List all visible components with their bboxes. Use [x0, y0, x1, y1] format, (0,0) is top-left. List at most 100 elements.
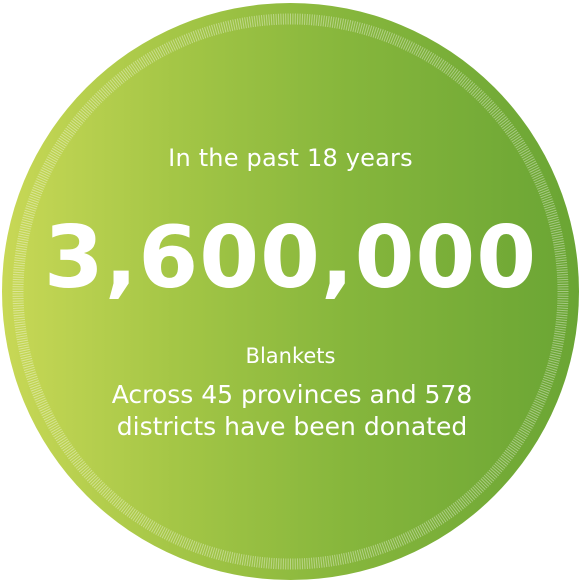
rim-tick [17, 341, 29, 346]
rim-tick [490, 468, 500, 477]
rim-tick [29, 384, 41, 390]
rim-tick [535, 180, 546, 186]
rim-tick [260, 556, 264, 569]
rim-tick [546, 212, 558, 217]
rim-tick [467, 491, 476, 501]
rim-tick [45, 158, 57, 165]
rim-tick [57, 436, 67, 444]
rim-tick [100, 486, 109, 496]
rim-tick [172, 533, 179, 544]
rim-tick [244, 17, 247, 29]
rim-tick [555, 323, 567, 326]
rim-tick [153, 49, 160, 60]
rim-tick [441, 511, 449, 521]
rim-tick [26, 375, 38, 381]
rim-tick [550, 351, 562, 355]
rim-tick [25, 373, 37, 378]
rim-tick [61, 133, 71, 141]
rim-tick [394, 537, 400, 548]
rim-tick [227, 20, 231, 32]
rim-tick [533, 175, 544, 182]
rim-tick [62, 444, 73, 452]
rim-tick [12, 307, 25, 309]
rim-tick [222, 21, 227, 33]
rim-tick [322, 15, 325, 27]
rim-tick [16, 335, 28, 338]
rim-tick [118, 72, 127, 82]
rim-tick [552, 235, 564, 239]
rim-tick [239, 18, 243, 30]
rim-tick [431, 517, 439, 528]
rim-tick [556, 311, 568, 314]
rim-tick [443, 509, 451, 520]
rim-tick [504, 449, 515, 458]
rim-tick [530, 408, 541, 414]
rim-tick [499, 457, 509, 465]
rim-tick [504, 125, 515, 134]
rim-tick [551, 346, 563, 350]
rim-tick [25, 207, 37, 212]
rim-tick [13, 264, 25, 267]
rim-tick [241, 17, 245, 29]
rim-tick [315, 14, 318, 26]
rim-tick [365, 547, 370, 559]
rim-tick [354, 21, 359, 33]
rim-tick [472, 486, 481, 496]
rim-tick [91, 478, 101, 487]
rim-tick [468, 489, 477, 499]
rim-tick [470, 86, 479, 95]
rim-tick [18, 233, 30, 237]
rim-tick [251, 16, 254, 28]
rim-tick [77, 112, 87, 121]
rim-tick [14, 323, 26, 326]
rim-tick [102, 488, 111, 497]
rim-tick [402, 39, 409, 50]
rim-tick [435, 515, 443, 525]
rim-tick [483, 99, 493, 109]
rim-tick [83, 105, 93, 114]
rim-tick [35, 397, 46, 403]
rim-tick [194, 30, 200, 41]
rim-tick [45, 418, 57, 425]
rim-tick [387, 32, 393, 44]
rim-tick [213, 548, 218, 559]
rim-tick [105, 491, 114, 501]
rim-tick [256, 556, 259, 568]
rim-tick [117, 500, 125, 510]
rim-tick [30, 191, 42, 197]
rim-tick [26, 202, 38, 208]
rim-tick [376, 543, 382, 555]
rim-tick [537, 391, 549, 397]
rim-tick [556, 269, 568, 272]
rim-tick [134, 512, 142, 523]
rim-tick [14, 259, 26, 262]
rim-tick [256, 15, 259, 27]
rim-tick [51, 428, 62, 436]
rim-tick [363, 24, 368, 35]
rim-tick [400, 534, 407, 545]
rim-tick [208, 25, 213, 37]
rim-tick [236, 18, 241, 30]
rim-tick [104, 489, 113, 499]
rim-tick [183, 537, 189, 549]
rim-tick [124, 505, 133, 516]
rim-tick [536, 395, 547, 401]
rim-tick [181, 537, 187, 548]
rim-tick [51, 147, 62, 155]
rim-tick [411, 529, 418, 540]
rim-tick [429, 518, 437, 529]
rim-tick [456, 73, 464, 83]
rim-tick [532, 403, 543, 410]
rim-tick [34, 182, 45, 188]
rim-tick [547, 364, 558, 369]
rim-tick [55, 434, 66, 442]
rim-tick [225, 21, 229, 32]
rim-tick [199, 543, 205, 555]
rim-tick [213, 24, 218, 35]
rim-tick [500, 119, 510, 128]
rim-tick [97, 483, 106, 492]
rim-tick [450, 504, 459, 514]
rim-tick [248, 16, 252, 28]
rim-tick [140, 56, 148, 67]
rim-tick [458, 75, 466, 85]
